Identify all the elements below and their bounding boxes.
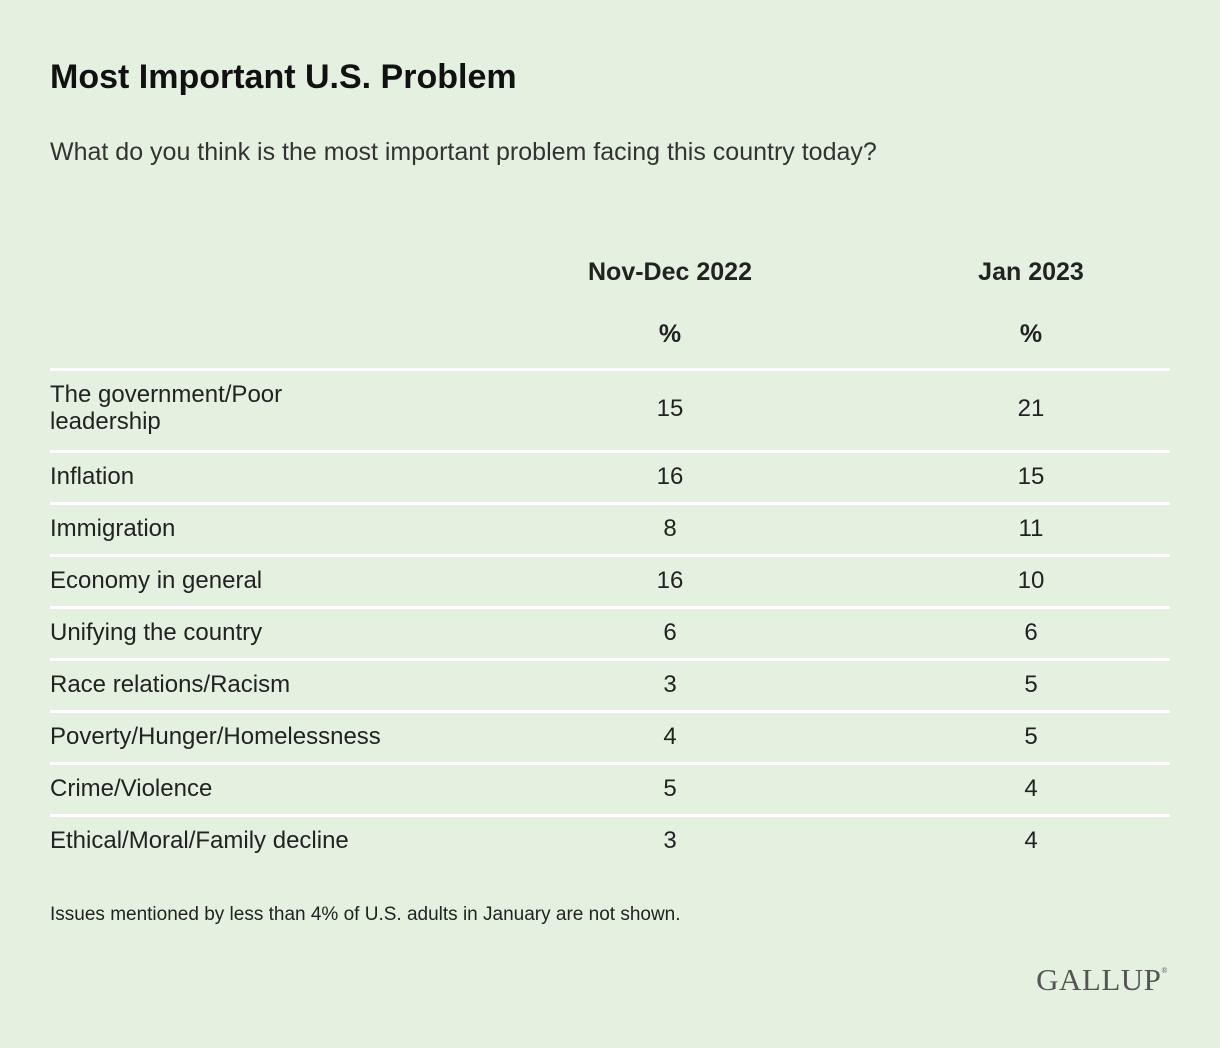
- row-value: 5: [663, 775, 677, 802]
- table-row: Inflation 16 15: [50, 450, 1170, 502]
- row-label: Immigration: [50, 515, 176, 542]
- row-value: 5: [1024, 671, 1038, 698]
- row-label: Economy in general: [50, 567, 263, 594]
- row-value: 8: [663, 515, 677, 542]
- chart-title: Most Important U.S. Problem: [50, 58, 517, 96]
- logo-text: GALLUP: [1036, 962, 1162, 997]
- column-unit: %: [658, 320, 682, 348]
- row-value: 21: [1017, 395, 1045, 422]
- row-value: 5: [1024, 723, 1038, 750]
- table-row: Ethical/Moral/Family decline 3 4: [50, 814, 1170, 866]
- column-header-jan-2023: Jan 2023: [978, 258, 1084, 286]
- row-label: Inflation: [50, 463, 135, 490]
- footnote: Issues mentioned by less than 4% of U.S.…: [50, 904, 681, 925]
- table-row: Unifying the country 6 6: [50, 606, 1170, 658]
- row-value: 4: [1024, 827, 1038, 854]
- row-value: 3: [663, 671, 677, 698]
- table-row: The government/Poor leadership 15 21: [50, 368, 1170, 450]
- row-label: Poverty/Hunger/Homelessness: [50, 723, 381, 750]
- row-value: 6: [1024, 619, 1038, 646]
- table-row: Race relations/Racism 3 5: [50, 658, 1170, 710]
- row-value: 16: [656, 463, 684, 490]
- row-value: 15: [1017, 463, 1045, 490]
- row-value: 4: [1024, 775, 1038, 802]
- row-value: 15: [656, 395, 684, 422]
- table-row: Immigration 8 11: [50, 502, 1170, 554]
- column-unit: %: [1019, 320, 1043, 348]
- row-label: Race relations/Racism: [50, 671, 291, 698]
- row-label: The government/Poor leadership: [50, 381, 283, 435]
- column-header-nov-dec-2022: Nov-Dec 2022: [588, 258, 752, 286]
- gallup-logo: GALLUP®: [1036, 962, 1168, 997]
- row-value: 6: [663, 619, 677, 646]
- table-row: Poverty/Hunger/Homelessness 4 5: [50, 710, 1170, 762]
- row-label: Ethical/Moral/Family decline: [50, 827, 349, 854]
- chart-subtitle: What do you think is the most important …: [50, 138, 877, 166]
- row-value: 10: [1017, 567, 1045, 594]
- table-row: Crime/Violence 5 4: [50, 762, 1170, 814]
- row-value: 4: [663, 723, 677, 750]
- row-label: Unifying the country: [50, 619, 263, 646]
- table-row: Economy in general 16 10: [50, 554, 1170, 606]
- row-value: 11: [1018, 515, 1044, 542]
- row-label: Crime/Violence: [50, 775, 213, 802]
- row-value: 3: [663, 827, 677, 854]
- row-value: 16: [656, 567, 684, 594]
